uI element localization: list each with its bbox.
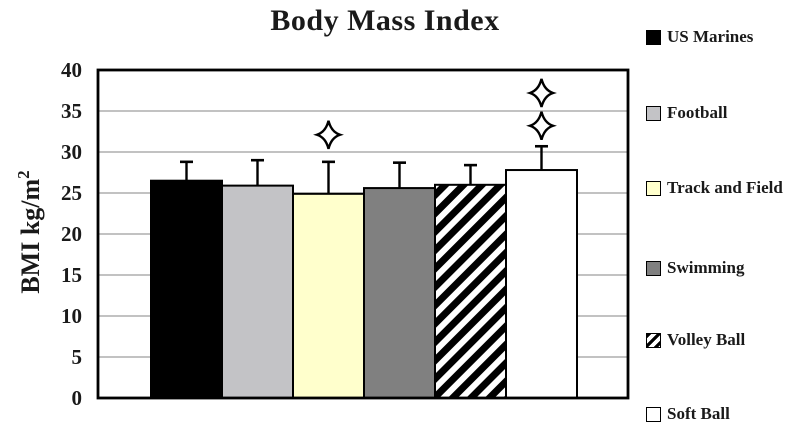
legend-item-football: Football — [646, 102, 727, 124]
legend-item-soft-ball: Soft Ball — [646, 403, 730, 425]
legend-label: Soft Ball — [667, 404, 730, 423]
legend-label: Track and Field — [667, 178, 783, 197]
bar-track-and-field — [292, 192, 365, 399]
y-tick-label-30: 30 — [61, 140, 82, 164]
chart-title: Body Mass Index — [270, 4, 500, 37]
legend-label: Football — [667, 103, 728, 122]
chart-legend: US Marines Football Track and Field Swimmin… — [646, 0, 798, 432]
legend-item-track-and-field: Track and Field — [646, 177, 783, 199]
legend-label: US Marines — [667, 27, 754, 46]
y-tick-label-20: 20 — [61, 222, 82, 246]
legend-label: Volley Ball — [667, 330, 746, 349]
legend-swatch-icon — [646, 332, 661, 348]
legend-swatch-icon — [646, 260, 661, 276]
y-tick-label-0: 0 — [71, 386, 83, 410]
y-tick-label-10: 10 — [61, 304, 82, 328]
legend-swatch-icon — [646, 105, 661, 121]
y-tick-label-40: 40 — [61, 58, 82, 82]
significance-star-icon — [526, 111, 557, 141]
y-tick-label-5: 5 — [71, 345, 83, 369]
legend-item-volley-ball: Volley Ball — [646, 329, 745, 351]
legend-swatch-icon — [646, 180, 661, 196]
legend-item-swimming: Swimming — [646, 257, 744, 279]
bar-us-marines — [150, 179, 223, 399]
bar-football — [221, 184, 294, 399]
y-tick-label-35: 35 — [61, 99, 82, 123]
y-tick-label-25: 25 — [61, 181, 82, 205]
significance-star-icon — [313, 120, 344, 150]
legend-swatch-icon — [646, 406, 661, 422]
significance-star-icon — [526, 78, 557, 108]
bar-soft-ball — [505, 169, 578, 399]
legend-item-us-marines: US Marines — [646, 26, 753, 48]
y-tick-label-15: 15 — [61, 263, 82, 287]
plot-border — [96, 68, 630, 400]
legend-label: Swimming — [667, 258, 745, 277]
legend-swatch-icon — [646, 29, 661, 45]
bar-swimming — [363, 187, 436, 399]
bar-volley-ball — [434, 183, 507, 399]
